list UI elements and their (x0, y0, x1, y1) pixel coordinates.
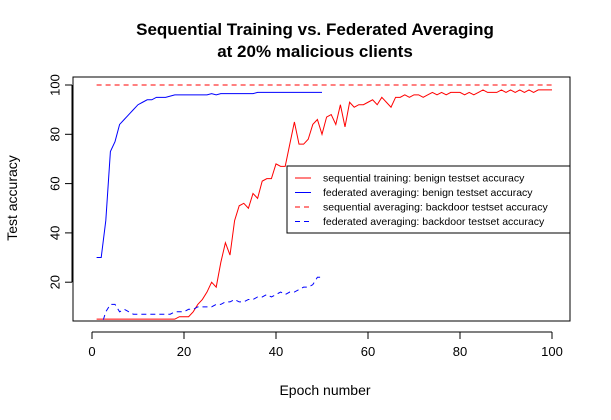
chart-subtitle: at 20% malicious clients (217, 42, 413, 61)
series-line-4 (102, 276, 322, 321)
x-axis-label: Epoch number (279, 382, 370, 398)
x-tick-label: 20 (177, 344, 191, 359)
y-tick-label: 80 (47, 127, 62, 141)
plot-area (96, 84, 552, 321)
y-tick-label: 40 (47, 226, 62, 240)
legend-box (286, 165, 571, 234)
legend-label: federated averaging: benign testset accu… (323, 187, 533, 199)
y-axis: 20 40 60 80 100 (47, 74, 73, 289)
x-tick-label: 80 (453, 344, 467, 359)
series-line-2 (96, 91, 322, 259)
chart-title: Sequential Training vs. Federated Averag… (136, 20, 494, 39)
legend-label: sequential averaging: backdoor testset a… (323, 202, 548, 214)
y-axis-label: Test accuracy (4, 155, 20, 241)
y-tick-label: 100 (47, 74, 62, 96)
x-tick-label: 0 (88, 344, 95, 359)
series-line-1 (96, 89, 552, 320)
x-tick-label: 100 (541, 344, 563, 359)
y-tick-label: 20 (47, 275, 62, 289)
x-tick-label: 40 (269, 344, 283, 359)
legend-label: federated averaging: backdoor testset ac… (323, 216, 545, 228)
x-axis: 0 20 40 60 80 100 (88, 331, 563, 359)
y-tick-label: 60 (47, 176, 62, 190)
legend-label: sequential training: benign testset accu… (323, 173, 525, 185)
x-tick-label: 60 (361, 344, 375, 359)
legend: sequential training: benign testset accu… (286, 165, 571, 234)
